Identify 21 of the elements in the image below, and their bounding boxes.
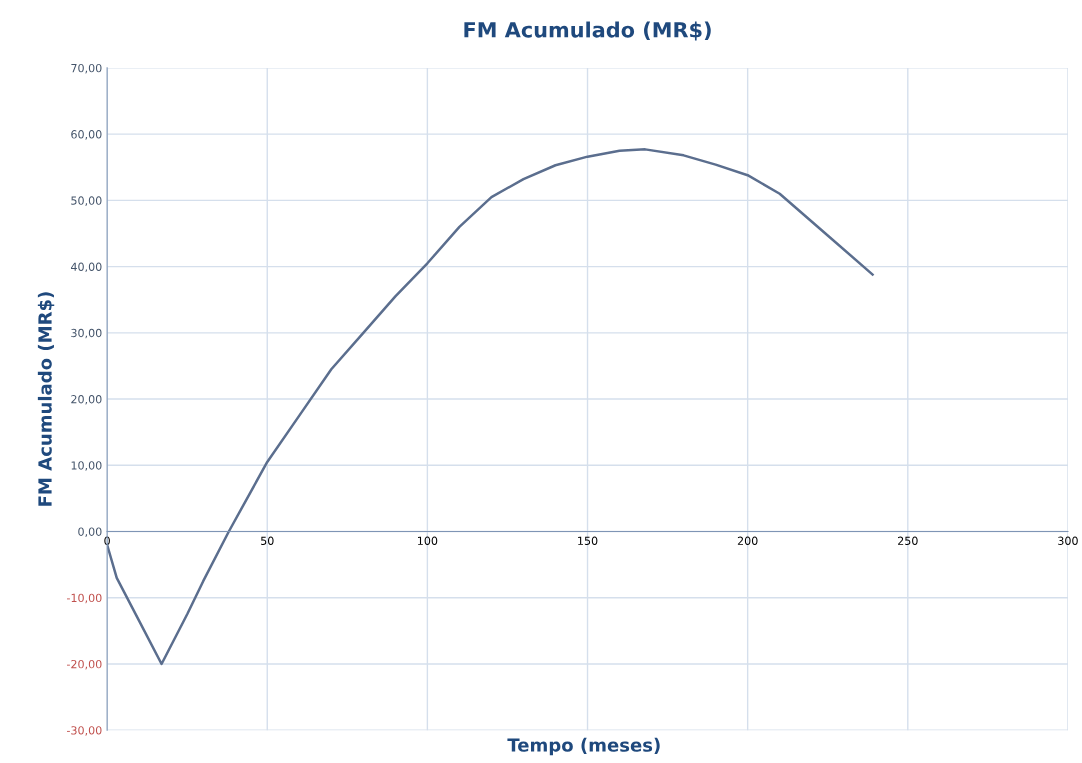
x-tick-label: 250: [898, 536, 918, 545]
x-axis-title: Tempo (meses): [507, 737, 660, 756]
y-tick-label: -20,00: [66, 659, 102, 670]
y-axis-title: FM Acumulado (MR$): [37, 292, 55, 506]
x-tick-label: 300: [1058, 536, 1078, 545]
x-tick-label: 100: [418, 536, 438, 545]
y-tick-label: 40,00: [70, 262, 102, 273]
y-tick-label: -30,00: [66, 726, 102, 736]
y-tick-label: 60,00: [71, 130, 102, 140]
x-tick-label: 50: [261, 536, 274, 545]
y-tick-label: 10,00: [71, 461, 102, 471]
y-tick-label: 50,00: [71, 196, 102, 206]
x-tick-label: 200: [737, 536, 758, 545]
x-tick-label: 150: [578, 536, 598, 545]
y-tick-label: -10,00: [66, 593, 102, 604]
y-tick-label: 30,00: [71, 328, 102, 339]
y-tick-label: 20,00: [71, 395, 102, 405]
chart-title: FM Acumulado (MR$): [464, 21, 711, 41]
x-tick-label: 0: [104, 536, 110, 545]
y-tick-label: 70,00: [71, 63, 102, 74]
y-tick-label: 0,00: [78, 527, 102, 538]
